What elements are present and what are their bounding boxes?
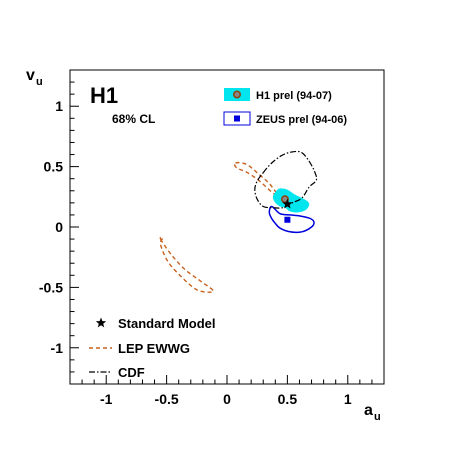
x-tick-label: 1: [344, 391, 352, 407]
y-tick-label: 1: [55, 98, 63, 114]
legend-zeus-marker: [234, 115, 240, 122]
x-tick-label: -0.5: [155, 391, 179, 407]
zeus-central-marker: [284, 216, 291, 223]
y-axis-title-sub: u: [36, 76, 43, 88]
axes-layer: -1 -0.5 0 0.5 1 -1 -0.5 0 0.5 1: [39, 69, 385, 407]
legend-zeus-label: ZEUS prel (94-06): [256, 114, 347, 126]
x-tick-label: 0: [223, 391, 231, 407]
y-tick-label: 0: [55, 219, 63, 235]
x-axis-title-sub: u: [374, 411, 381, 423]
legend-h1-marker: [233, 90, 242, 99]
y-axis-title-main: v: [26, 67, 35, 84]
y-axis-title: v u: [26, 67, 43, 88]
confidence-level-label: 68% CL: [112, 112, 155, 126]
legend-top-right: H1 prel (94-07) ZEUS prel (94-06): [223, 88, 347, 126]
x-tick-label: -1: [100, 391, 113, 407]
h1-region: [272, 188, 310, 213]
zeus-contour: [268, 205, 315, 234]
legend-bottom-left: Standard Model LEP EWWG CDF: [89, 316, 216, 380]
legend-sm-marker: [95, 317, 107, 328]
markers-layer: [280, 195, 293, 223]
x-axis-title: a u: [364, 402, 381, 423]
x-tick-label: 0.5: [278, 391, 298, 407]
legend-cdf-label: CDF: [118, 365, 145, 380]
cdf-contour: [254, 150, 318, 209]
experiment-label: H1: [90, 83, 118, 108]
legend-lep-label: LEP EWWG: [118, 341, 190, 356]
lep-contour-right: [233, 161, 296, 208]
standard-model-marker: [282, 198, 293, 209]
y-tick-label: -1: [51, 340, 64, 356]
x-axis-title-main: a: [364, 402, 373, 419]
legend-h1-label: H1 prel (94-07): [256, 90, 332, 102]
y-tick-label: 0.5: [44, 159, 64, 175]
y-tick-label: -0.5: [39, 279, 63, 295]
lep-contour-left: [159, 236, 214, 293]
regions-layer: [159, 150, 318, 293]
legend-sm-label: Standard Model: [118, 316, 216, 331]
